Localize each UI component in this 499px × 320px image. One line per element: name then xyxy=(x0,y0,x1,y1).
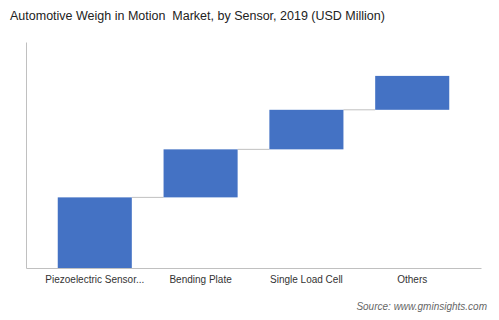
bar xyxy=(164,149,238,197)
bar xyxy=(58,197,132,268)
connector xyxy=(238,149,270,150)
x-tick-label: Single Load Cell xyxy=(270,274,343,285)
y-axis xyxy=(26,43,27,269)
connector xyxy=(343,109,375,110)
x-axis: Piezoelectric Sensor... Bending Plate Sing… xyxy=(27,268,482,285)
annotation: Source: www.gminsights.com xyxy=(356,301,487,312)
chart: Automotive Weigh in Motion Market, by Se… xyxy=(0,0,499,320)
x-tick-label: Bending Plate xyxy=(169,274,232,285)
bar xyxy=(269,110,343,150)
x-tick-label: Others xyxy=(397,274,427,285)
x-tick-label: Piezoelectric Sensor... xyxy=(45,274,144,285)
x-tick: Others xyxy=(397,268,427,285)
x-tick: Single Load Cell xyxy=(270,268,343,285)
marks xyxy=(58,76,450,268)
x-axis-line xyxy=(27,268,482,269)
plot: Piezoelectric Sensor... Bending Plate Sing… xyxy=(27,43,482,286)
connector xyxy=(132,197,164,198)
y-axis-line xyxy=(26,43,27,269)
bar xyxy=(375,76,449,110)
x-tick: Bending Plate xyxy=(169,268,232,285)
x-tick: Piezoelectric Sensor... xyxy=(45,268,144,285)
title: Automotive Weigh in Motion Market, by Se… xyxy=(10,9,385,23)
